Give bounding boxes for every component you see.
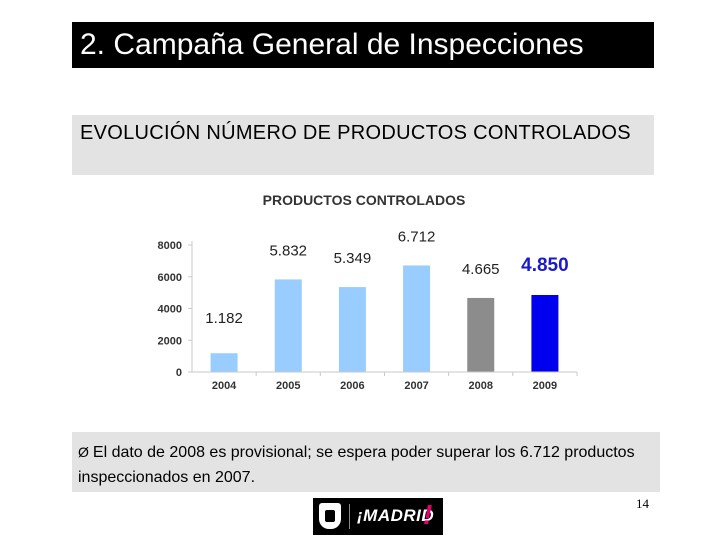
logo-divider xyxy=(349,504,350,529)
bar-2006 xyxy=(338,287,366,372)
x-tick-label-2009: 2009 xyxy=(533,380,557,392)
data-label-2006: 5.349 xyxy=(334,250,372,267)
bar-2007 xyxy=(403,265,431,372)
data-label-2008: 4.665 xyxy=(462,261,500,278)
bar-2005 xyxy=(274,279,302,372)
data-labels: 1.182 5.832 5.349 6.712 4.665 4.850 xyxy=(205,228,568,327)
y-axis: 0 2000 4000 6000 8000 xyxy=(158,240,193,379)
logo-text: ¡MADRID xyxy=(357,506,435,525)
arrow-bullet-icon: Ø xyxy=(78,444,89,460)
coat-of-arms-icon xyxy=(319,503,341,529)
x-tick-label-2004: 2004 xyxy=(212,380,237,392)
data-label-2005: 5.832 xyxy=(269,242,307,259)
note-text: El dato de 2008 es provisional; se esper… xyxy=(78,444,635,486)
y-tick-label: 8000 xyxy=(158,240,182,252)
note-box: Ø El dato de 2008 es provisional; se espe… xyxy=(72,432,660,492)
bar-2004 xyxy=(210,353,238,372)
logo-exclamation: ! xyxy=(423,499,433,530)
x-tick-label-2005: 2005 xyxy=(276,380,300,392)
data-label-2004: 1.182 xyxy=(205,310,243,327)
bar-series xyxy=(210,265,559,372)
y-tick-label: 2000 xyxy=(158,335,182,347)
x-tick-label-2007: 2007 xyxy=(404,380,428,392)
slide-subtitle: EVOLUCIÓN NÚMERO DE PRODUCTOS CONTROLADO… xyxy=(72,115,654,175)
slide-title: 2. Campaña General de Inspecciones xyxy=(72,22,654,68)
madrid-logo: ¡MADRID ! xyxy=(313,498,443,535)
y-tick-label: 4000 xyxy=(158,304,182,316)
y-tick-label: 0 xyxy=(176,367,182,379)
bar-2008 xyxy=(467,297,495,372)
x-tick-label-2008: 2008 xyxy=(469,380,493,392)
page-number: 14 xyxy=(636,496,649,511)
x-axis: 2004 2005 2006 2007 2008 2009 xyxy=(192,371,578,392)
bar-chart: PRODUCTOS CONTROLADOS 0 2000 4000 6000 8000 … xyxy=(140,185,590,400)
bar-2009 xyxy=(531,295,559,372)
data-label-2007: 6.712 xyxy=(398,228,436,245)
data-label-2009: 4.850 xyxy=(521,255,569,276)
x-tick-label-2006: 2006 xyxy=(340,380,364,392)
y-tick-label: 6000 xyxy=(158,272,182,284)
chart-title: PRODUCTOS CONTROLADOS xyxy=(263,192,466,208)
